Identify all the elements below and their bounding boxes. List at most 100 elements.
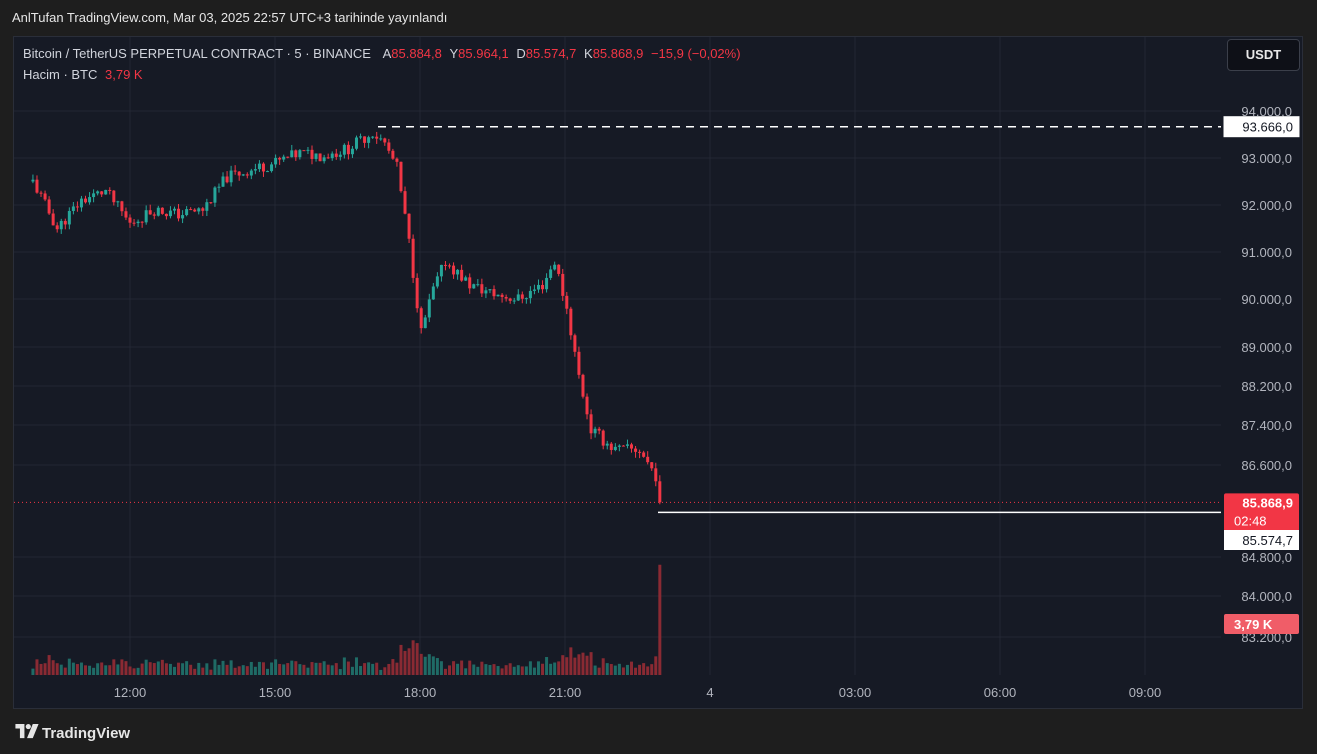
grid: [14, 37, 1221, 675]
volume-bar: [609, 664, 613, 675]
volume-bar: [217, 664, 221, 675]
candle-body: [407, 213, 411, 239]
candle-body: [318, 153, 322, 162]
candle-body: [468, 277, 472, 289]
candle-body: [609, 443, 613, 450]
candle-body: [545, 277, 549, 290]
volume-bar: [314, 662, 318, 675]
volume-bar: [124, 661, 128, 675]
candle-body: [589, 414, 593, 434]
candle-body: [124, 211, 128, 218]
volume-tag: [1224, 614, 1299, 634]
candle-body: [541, 284, 545, 290]
volume-bar: [205, 663, 209, 675]
volume-bar: [597, 667, 601, 675]
y-tick-label: 92.000,0: [1241, 198, 1292, 213]
volume-bar: [84, 665, 88, 675]
candle-body: [492, 289, 496, 297]
volume-label[interactable]: Hacim · BTC: [23, 67, 98, 82]
candle-body: [597, 428, 601, 431]
candle-body: [144, 210, 148, 223]
candle-body: [650, 462, 654, 469]
volume-bar: [488, 664, 492, 675]
volume-bar: [112, 659, 116, 675]
candle-body: [136, 221, 140, 224]
volume-bar: [104, 665, 108, 675]
volume-bar: [512, 666, 516, 675]
volume-bar: [621, 667, 625, 675]
candle-body: [476, 284, 480, 286]
volume-bar: [601, 658, 605, 675]
volume-bar: [439, 661, 443, 675]
candle-body: [253, 169, 257, 171]
candle-body: [79, 198, 83, 208]
chart-panel[interactable]: [13, 36, 1303, 709]
candle-body: [35, 179, 39, 193]
candle-body: [185, 209, 189, 216]
volume-bar: [423, 656, 427, 675]
x-tick-label: 15:00: [259, 685, 292, 700]
volume-bar: [650, 664, 654, 675]
volume-bar: [136, 667, 140, 675]
candle-body: [456, 269, 460, 275]
candle-body: [104, 189, 108, 195]
candle-body: [520, 294, 524, 299]
symbol-title[interactable]: Bitcoin / TetherUS PERPETUAL CONTRACT · …: [23, 46, 371, 61]
footer: TradingView: [14, 722, 130, 744]
volume-bar: [371, 663, 375, 675]
volume-bar: [201, 667, 205, 675]
low-price-tag: [1224, 530, 1299, 550]
candle-body: [439, 264, 443, 277]
volume-bar: [92, 667, 96, 675]
volume-bar: [164, 663, 168, 675]
volume-bar: [492, 664, 496, 675]
volume-bar: [346, 661, 350, 675]
volume-tag-label: 3,79 K: [1234, 617, 1273, 632]
footer-brand[interactable]: TradingView: [42, 724, 131, 742]
volume-bar: [625, 664, 629, 675]
candle-body: [363, 136, 367, 143]
candle-body: [528, 290, 532, 299]
volume-bar: [63, 667, 67, 675]
volume-bar: [270, 662, 274, 675]
candle-body: [549, 269, 553, 278]
candle-body: [621, 445, 625, 447]
volume-bar: [278, 663, 282, 675]
change-value: −15,9 (−0,02%): [650, 46, 741, 61]
volume-bar: [658, 564, 662, 675]
volume-bar: [144, 659, 148, 675]
volume-bar: [298, 664, 302, 675]
volume-bar: [88, 665, 92, 675]
candle-body: [399, 161, 403, 192]
volume-bar: [359, 666, 363, 675]
currency-button[interactable]: USDT: [1227, 39, 1300, 71]
candle-body: [350, 148, 354, 155]
volume-bar: [152, 663, 156, 675]
volume-value: 3,79 K: [105, 67, 143, 82]
candle-body: [245, 174, 249, 176]
volume-bar: [395, 662, 399, 675]
volume-bar: [379, 669, 383, 675]
volume-bar: [630, 661, 634, 675]
volume-bar: [302, 664, 306, 675]
candle-body: [383, 138, 387, 143]
volume-bar: [476, 666, 480, 675]
candle-body: [516, 294, 520, 301]
candle-body: [524, 298, 528, 300]
volume-bar: [197, 662, 201, 675]
volume-bar: [338, 669, 342, 675]
volume-bar: [496, 666, 500, 675]
volume-bar: [500, 668, 504, 675]
candle-body: [472, 284, 476, 289]
ohlc-row: Bitcoin / TetherUS PERPETUAL CONTRACT · …: [23, 46, 741, 67]
volume-bar: [524, 666, 528, 675]
candle-body: [132, 222, 136, 224]
volume-bar: [140, 663, 144, 675]
volume-bar: [387, 663, 391, 675]
candle-body: [233, 170, 237, 172]
volume-row: Hacim · BTC 3,79 K: [23, 67, 741, 88]
candle-body: [266, 171, 270, 173]
candle-body: [278, 157, 282, 160]
volume-bar: [245, 666, 249, 675]
